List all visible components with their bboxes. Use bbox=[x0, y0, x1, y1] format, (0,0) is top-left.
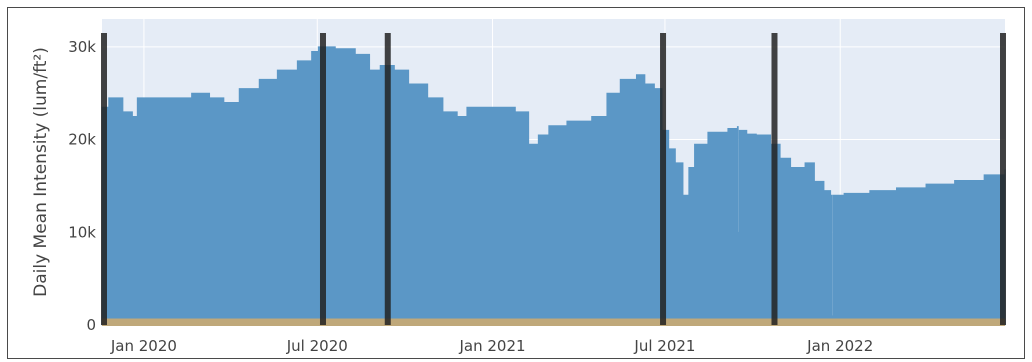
chart-svg: 0 10k 20k 30k Jan 2020 Jul 2020 Jan 2021 Jul 2… bbox=[31, 19, 1006, 355]
x-tick-label: Jul 2020 bbox=[286, 337, 348, 355]
marker-line bbox=[384, 33, 391, 325]
y-tick-label: 30k bbox=[68, 38, 96, 56]
marker-lines bbox=[101, 33, 1006, 325]
y-axis-ticks: 0 10k 20k 30k bbox=[68, 38, 96, 334]
data-area bbox=[101, 46, 1006, 326]
x-axis-ticks: Jan 2020 Jul 2020 Jan 2021 Jul 2021 Jan 2022 bbox=[110, 337, 873, 355]
baseline-band bbox=[102, 318, 1005, 326]
marker-line bbox=[1000, 33, 1006, 325]
x-tick-label: Jul 2021 bbox=[633, 337, 695, 355]
y-tick-label: 0 bbox=[86, 316, 96, 334]
y-tick-label: 20k bbox=[68, 131, 96, 149]
chart-frame: 0 10k 20k 30k Jan 2020 Jul 2020 Jan 2021 Jul 2… bbox=[7, 7, 1025, 359]
x-tick-label: Jan 2022 bbox=[806, 337, 873, 355]
marker-line bbox=[319, 33, 326, 325]
marker-line bbox=[101, 33, 107, 325]
x-tick-label: Jan 2020 bbox=[110, 337, 177, 355]
x-tick-label: Jan 2021 bbox=[458, 337, 525, 355]
y-axis-label: Daily Mean Intensity (lum/ft²) bbox=[31, 47, 51, 297]
y-tick-label: 10k bbox=[68, 223, 96, 241]
series-area bbox=[101, 46, 1006, 326]
marker-line bbox=[660, 33, 667, 325]
marker-line bbox=[771, 33, 778, 325]
